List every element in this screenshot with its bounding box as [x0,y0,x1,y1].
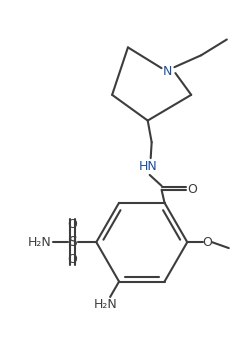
Text: O: O [68,218,77,231]
Text: H₂N: H₂N [28,236,52,249]
Text: N: N [163,65,172,78]
Text: HN: HN [138,160,157,172]
Text: H₂N: H₂N [94,298,118,311]
Text: O: O [187,183,197,196]
Text: O: O [68,254,77,266]
Text: O: O [202,236,212,249]
Text: S: S [68,235,77,249]
